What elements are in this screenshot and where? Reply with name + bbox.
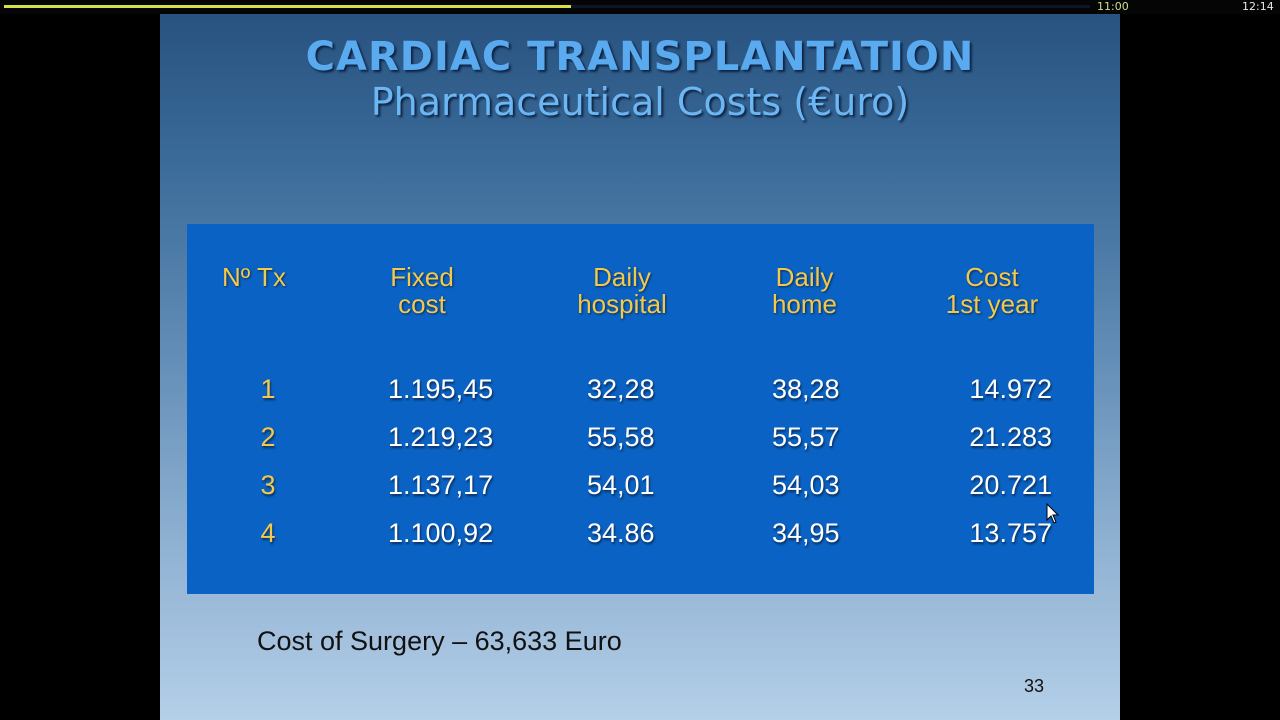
surgery-cost-note: Cost of Surgery – 63,633 Euro — [257, 626, 622, 656]
cell-cost-first-year: 20.721 — [969, 470, 1052, 500]
header-line: 1st year — [945, 289, 1039, 319]
cost-table: Nº Tx Fixed cost Daily hospital Daily ho… — [187, 224, 1094, 594]
header-daily-home: Daily home — [747, 264, 862, 318]
cell-cost-first-year: 13.757 — [969, 518, 1052, 548]
seek-bar-progress[interactable] — [4, 5, 571, 8]
slide-title: CARDIAC TRANSPLANTATION — [305, 34, 975, 80]
cell-daily-hospital: 55,58 — [587, 422, 655, 452]
cell-tx-number: 3 — [260, 470, 276, 500]
video-player-bar: 11:00 12:14 — [0, 0, 1280, 14]
mouse-pointer-icon — [1046, 503, 1060, 524]
header-line: Fixed — [390, 262, 454, 292]
slide-subtitle: Pharmaceutical Costs (€uro) — [370, 80, 910, 124]
slide-page-number: 33 — [1024, 676, 1045, 696]
header-fixed-cost: Fixed cost — [367, 264, 477, 318]
header-daily-hospital: Daily hospital — [557, 264, 687, 318]
header-line: home — [771, 289, 838, 319]
header-line: hospital — [577, 289, 667, 319]
cell-daily-hospital: 32,28 — [587, 374, 655, 404]
cell-tx-number: 1 — [260, 374, 276, 404]
cell-fixed-cost: 1.100,92 — [388, 518, 494, 548]
header-cost-first-year: Cost 1st year — [927, 264, 1057, 318]
cell-cost-first-year: 21.283 — [969, 422, 1052, 452]
header-line: Nº Tx — [222, 262, 286, 292]
cell-tx-number: 2 — [260, 422, 276, 452]
elapsed-time: 11:00 — [1097, 0, 1129, 13]
cell-daily-home: 55,57 — [772, 422, 840, 452]
cell-daily-hospital: 34.86 — [587, 518, 655, 548]
header-tx-number: Nº Tx — [209, 264, 299, 291]
header-line: cost — [398, 289, 446, 319]
header-line: Daily — [775, 262, 834, 292]
presentation-slide: CARDIAC TRANSPLANTATION Pharmaceutical C… — [160, 14, 1120, 720]
cell-daily-home: 34,95 — [772, 518, 840, 548]
total-time: 12:14 — [1242, 0, 1274, 13]
cell-fixed-cost: 1.219,23 — [388, 422, 494, 452]
cell-fixed-cost: 1.137,17 — [388, 470, 494, 500]
header-line: Cost — [965, 262, 1019, 292]
cell-tx-number: 4 — [260, 518, 276, 548]
cell-fixed-cost: 1.195,45 — [388, 374, 494, 404]
cell-daily-home: 54,03 — [772, 470, 840, 500]
header-line: Daily — [593, 262, 651, 292]
cell-daily-hospital: 54,01 — [587, 470, 655, 500]
cell-cost-first-year: 14.972 — [969, 374, 1052, 404]
cell-daily-home: 38,28 — [772, 374, 840, 404]
